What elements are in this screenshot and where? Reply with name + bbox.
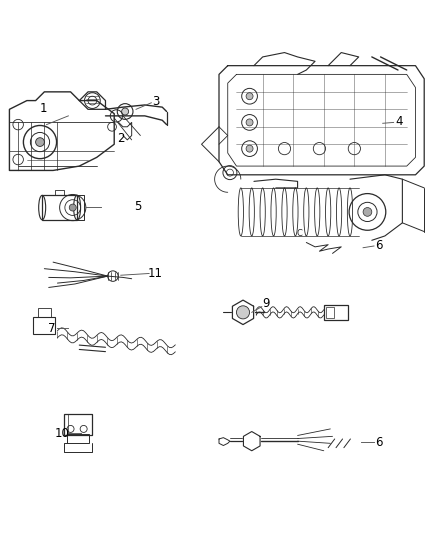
Circle shape	[246, 93, 253, 100]
Text: C: C	[297, 229, 303, 238]
Circle shape	[246, 119, 253, 126]
Text: 3: 3	[152, 94, 160, 108]
Text: 4: 4	[395, 115, 403, 127]
Text: 7: 7	[49, 322, 56, 335]
Text: 6: 6	[375, 435, 383, 448]
Bar	[33, 317, 55, 334]
Text: 5: 5	[134, 200, 142, 213]
Circle shape	[122, 108, 129, 115]
Circle shape	[35, 138, 44, 147]
Text: 1: 1	[40, 102, 47, 115]
Bar	[38, 308, 51, 317]
Bar	[326, 306, 334, 318]
Text: 11: 11	[147, 267, 162, 280]
Text: 6: 6	[375, 239, 383, 252]
Circle shape	[363, 207, 372, 216]
Bar	[64, 414, 92, 434]
Bar	[324, 305, 348, 320]
Circle shape	[69, 204, 76, 211]
Text: 9: 9	[262, 297, 270, 310]
Circle shape	[237, 306, 250, 319]
Bar	[42, 195, 77, 220]
Text: 2: 2	[117, 132, 124, 145]
Bar	[67, 434, 89, 443]
Text: 10: 10	[54, 427, 69, 440]
Circle shape	[246, 145, 253, 152]
